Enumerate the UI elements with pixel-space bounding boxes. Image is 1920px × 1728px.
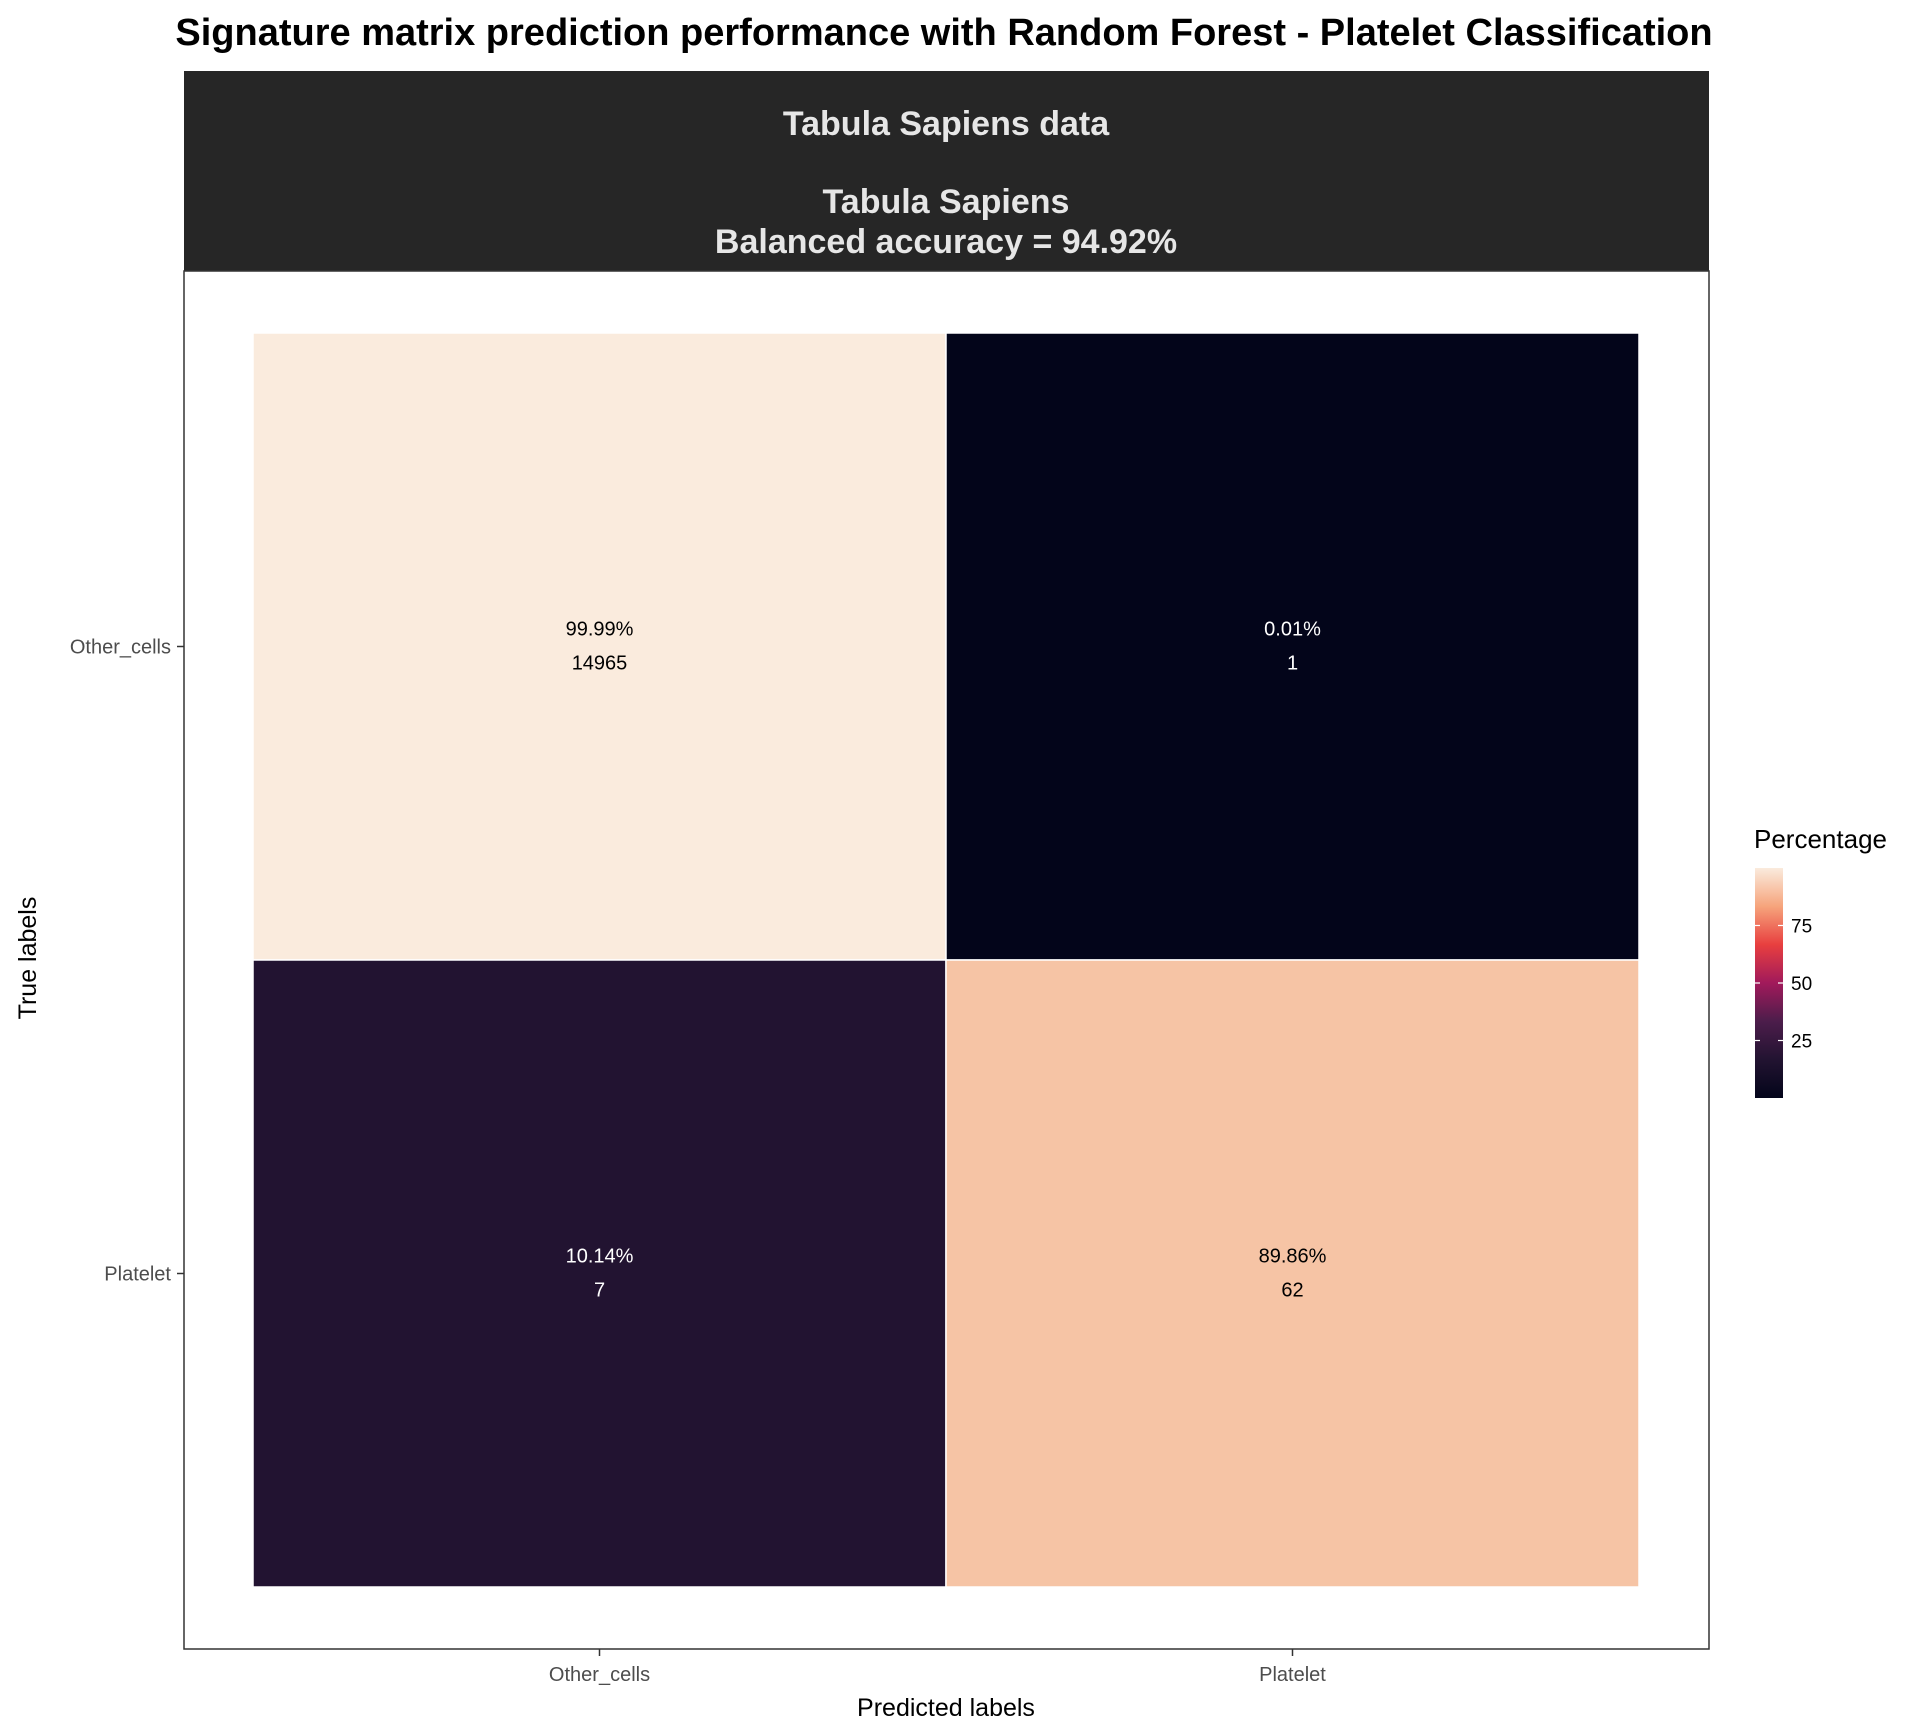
- cell-other-cells-other-cells: [252, 332, 947, 961]
- facet-strip-line3: Balanced accuracy = 94.92%: [715, 223, 1177, 261]
- legend-title: Percentage: [1754, 824, 1887, 854]
- cell-percentage-label: 10.14%: [566, 1246, 634, 1268]
- facet-strip: [184, 71, 1709, 271]
- chart-title: Signature matrix prediction performance …: [175, 12, 1712, 54]
- x-tick-label: Platelet: [1259, 1664, 1326, 1686]
- y-tick-label: Other_cells: [70, 637, 171, 659]
- cell-count-label: 1: [1287, 653, 1298, 675]
- cell-other-cells-platelet: [945, 332, 1640, 961]
- cell-platelet-other-cells: [252, 959, 947, 1588]
- cell-percentage-label: 89.86%: [1259, 1246, 1327, 1268]
- axis-ticks: Other_cells Platelet Other_cells Platelet: [70, 637, 1326, 1687]
- x-axis-title: Predicted labels: [857, 1694, 1035, 1722]
- legend-tick-label: 25: [1791, 1032, 1812, 1053]
- legend-ticks: 25 50 75: [1755, 916, 1812, 1053]
- facet-strip-line1: Tabula Sapiens data: [783, 105, 1110, 143]
- heatmap-cells: 99.99% 14965 0.01% 1 10.14% 7 89.86% 62: [252, 332, 1640, 1588]
- cell-count-label: 7: [594, 1280, 605, 1302]
- cell-percentage-label: 99.99%: [566, 619, 634, 641]
- y-tick-label: Platelet: [104, 1264, 171, 1286]
- cell-platelet-platelet: [945, 959, 1640, 1588]
- cell-percentage-label: 0.01%: [1264, 619, 1321, 641]
- x-tick-label: Other_cells: [549, 1664, 650, 1686]
- legend-tick-label: 75: [1791, 916, 1812, 937]
- y-axis-title: True labels: [14, 897, 42, 1020]
- legend-tick-label: 50: [1791, 974, 1812, 995]
- facet-strip-line2: Tabula Sapiens: [823, 183, 1070, 221]
- cell-count-label: 62: [1281, 1280, 1303, 1302]
- cell-count-label: 14965: [572, 653, 628, 675]
- panel-border: [183, 270, 1710, 1650]
